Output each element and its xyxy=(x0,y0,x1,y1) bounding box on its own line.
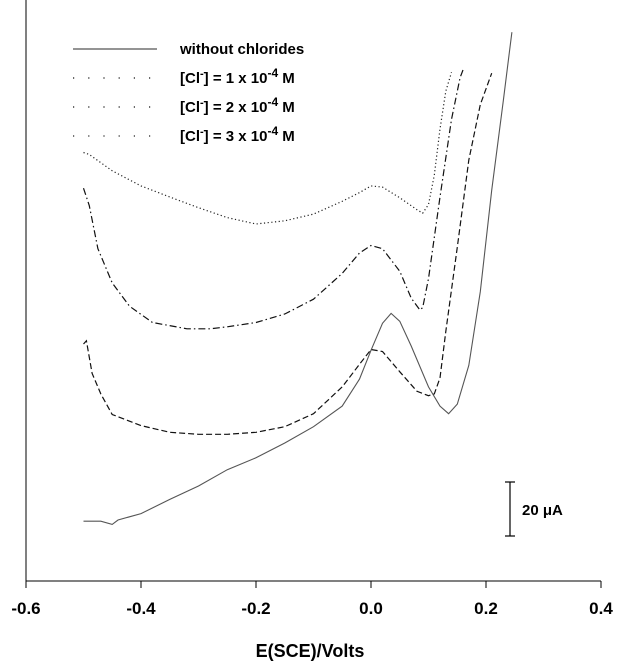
series-line-1 xyxy=(83,32,513,526)
legend-label-1: without chlorides xyxy=(179,41,304,58)
x-axis-ticks: -0.6 -0.4 -0.2 0.0 0.2 0.4 xyxy=(11,581,613,618)
curves xyxy=(82,32,513,526)
x-tick-label: 0.0 xyxy=(359,599,383,618)
x-axis-title: E(SCE)/Volts xyxy=(256,641,365,661)
x-tick-label: -0.4 xyxy=(126,599,156,618)
scale-bar: 20 μA xyxy=(505,481,563,537)
x-tick-label: -0.2 xyxy=(241,599,270,618)
scale-bar-label: 20 μA xyxy=(522,502,563,519)
x-tick-label: -0.6 xyxy=(11,599,40,618)
series-line-4 xyxy=(83,72,453,225)
x-tick-label: 0.4 xyxy=(589,599,613,618)
legend-label-3: [Cl-] = 2 x 10-4 M xyxy=(180,95,295,116)
x-tick-label: 0.2 xyxy=(474,599,498,618)
legend: without chlorides [Cl-] = 1 x 10-4 M [Cl-]… xyxy=(73,41,304,145)
legend-label-4: [Cl-] = 3 x 10-4 M xyxy=(180,124,295,145)
legend-label-2: [Cl-] = 1 x 10-4 M xyxy=(180,66,295,87)
series-line-2 xyxy=(83,72,493,435)
